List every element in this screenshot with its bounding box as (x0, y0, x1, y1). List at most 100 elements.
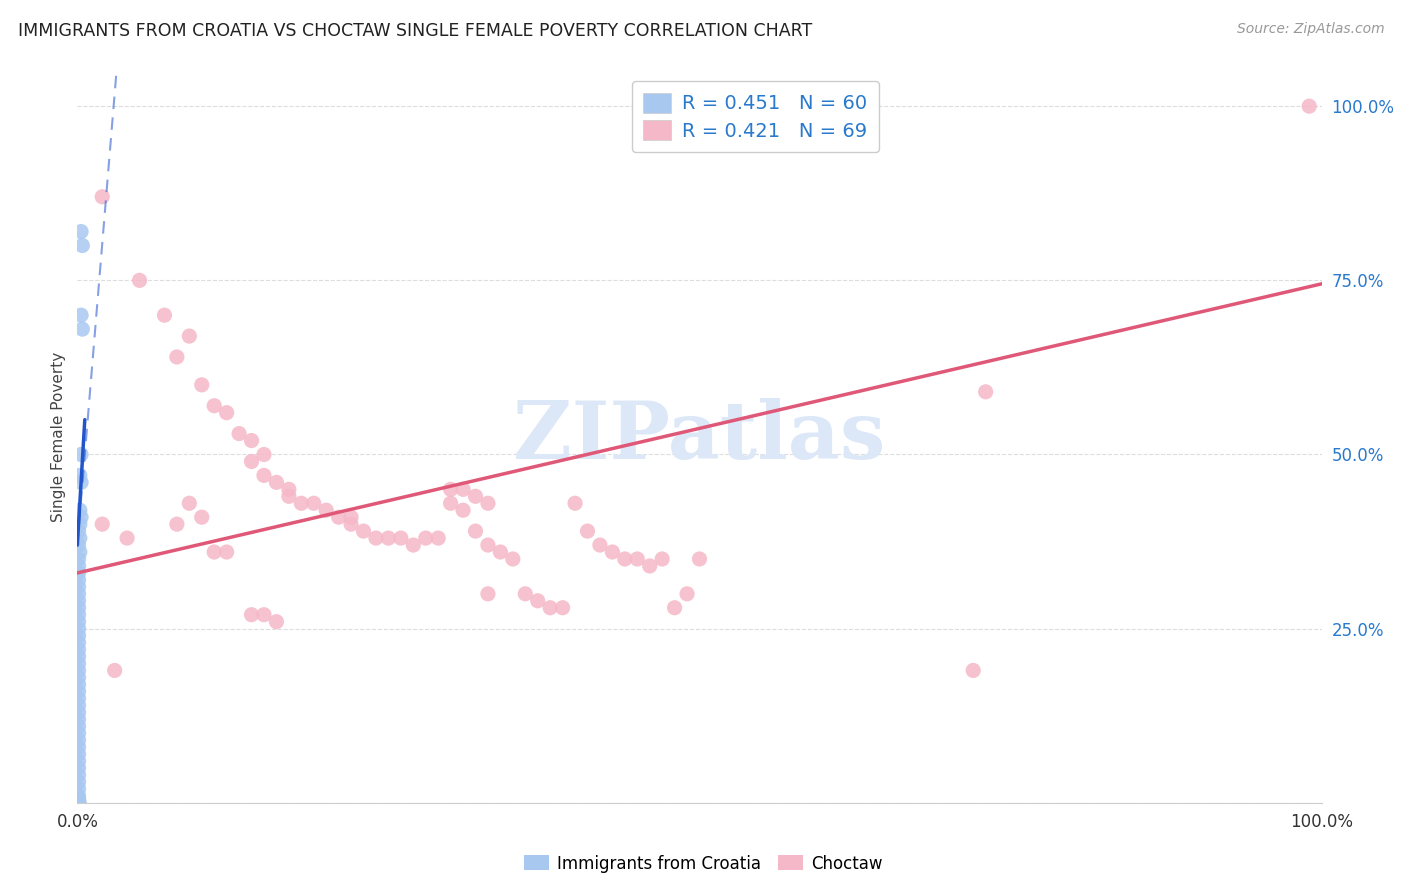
Point (67, 733, 90, 747)
Point (67, 622, 90, 636)
Point (67, 524, 90, 538)
Point (389, 531, 412, 545)
Point (240, 434, 263, 448)
Point (67, 747, 90, 761)
Point (67, 775, 90, 789)
Point (69, 531, 91, 545)
Point (70, 225, 93, 239)
Point (69, 517, 91, 532)
Point (67, 761, 90, 775)
Point (328, 510, 350, 524)
Point (202, 399, 225, 413)
Point (440, 483, 463, 497)
Point (67, 795, 90, 809)
Point (67, 573, 90, 587)
Point (67, 642, 90, 657)
Point (67, 768, 90, 782)
Point (626, 552, 648, 566)
Point (67, 796, 90, 810)
Point (415, 531, 437, 545)
Point (589, 538, 612, 552)
Point (115, 531, 138, 545)
Point (228, 426, 250, 441)
Point (91, 190, 114, 204)
Point (451, 503, 474, 517)
Text: Source: ZipAtlas.com: Source: ZipAtlas.com (1237, 22, 1385, 37)
Point (72, 322, 94, 336)
Point (962, 664, 984, 678)
Point (70, 308, 93, 322)
Point (67, 566, 90, 580)
Point (67, 600, 90, 615)
Point (166, 517, 188, 532)
Point (277, 483, 299, 497)
Text: ZIPatlas: ZIPatlas (513, 398, 886, 476)
Point (502, 552, 524, 566)
Point (67, 594, 90, 608)
Point (464, 524, 486, 538)
Point (477, 538, 499, 552)
Point (69, 545, 91, 559)
Point (67, 587, 90, 601)
Point (67, 796, 90, 810)
Point (67, 705, 90, 719)
Point (67, 789, 90, 803)
Point (67, 712, 90, 726)
Point (651, 552, 673, 566)
Point (191, 510, 214, 524)
Point (315, 503, 337, 517)
Point (613, 552, 636, 566)
Point (364, 531, 387, 545)
Point (340, 517, 363, 532)
Y-axis label: Single Female Poverty: Single Female Poverty (51, 352, 66, 522)
Point (689, 552, 711, 566)
Point (353, 524, 375, 538)
Point (67, 677, 90, 691)
Point (638, 558, 661, 573)
Point (72, 238, 94, 252)
Point (67, 796, 90, 810)
Point (67, 615, 90, 629)
Point (67, 657, 90, 671)
Point (67, 635, 90, 649)
Point (166, 350, 188, 364)
Point (67, 670, 90, 684)
Point (179, 496, 201, 510)
Point (277, 489, 299, 503)
Point (153, 308, 176, 322)
Point (402, 538, 425, 552)
Point (69, 468, 91, 483)
Point (340, 510, 363, 524)
Point (551, 600, 574, 615)
Point (67, 794, 90, 808)
Legend: Immigrants from Croatia, Choctaw: Immigrants from Croatia, Choctaw (517, 848, 889, 880)
Point (664, 600, 686, 615)
Point (1298, 99, 1320, 113)
Point (67, 781, 90, 796)
Point (67, 794, 90, 808)
Point (67, 629, 90, 643)
Point (67, 792, 90, 806)
Point (266, 475, 288, 490)
Point (515, 587, 537, 601)
Point (240, 454, 263, 468)
Point (464, 489, 486, 503)
Point (477, 496, 499, 510)
Point (253, 607, 276, 622)
Point (67, 649, 90, 664)
Point (451, 483, 474, 497)
Point (67, 719, 90, 733)
Point (67, 558, 90, 573)
Point (477, 587, 499, 601)
Point (526, 594, 548, 608)
Text: IMMIGRANTS FROM CROATIA VS CHOCTAW SINGLE FEMALE POVERTY CORRELATION CHART: IMMIGRANTS FROM CROATIA VS CHOCTAW SINGL… (18, 22, 813, 40)
Point (67, 796, 90, 810)
Point (576, 524, 599, 538)
Point (676, 587, 699, 601)
Point (67, 691, 90, 706)
Point (69, 503, 91, 517)
Point (67, 698, 90, 713)
Point (67, 726, 90, 740)
Point (602, 545, 624, 559)
Point (70, 475, 93, 490)
